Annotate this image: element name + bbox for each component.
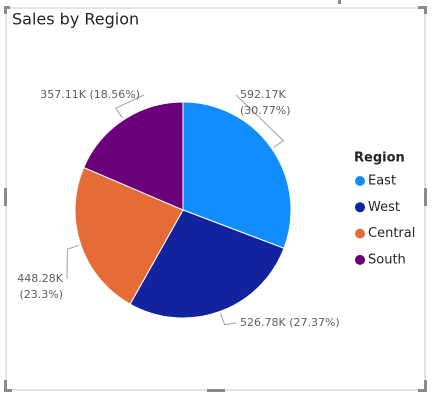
data-label-line: (23.3%) <box>19 288 63 301</box>
legend-label: Central <box>368 226 415 241</box>
data-label-line: 448.28K <box>17 272 63 285</box>
data-label-line: (30.77%) <box>240 104 291 117</box>
handle <box>424 188 427 206</box>
handle <box>4 6 7 14</box>
handle <box>418 6 427 9</box>
handle <box>207 389 225 392</box>
handle <box>4 389 12 392</box>
data-label: 357.11K (18.56%) <box>40 88 140 101</box>
handle <box>4 188 7 206</box>
data-label: 526.78K (27.37%) <box>240 316 340 329</box>
leader-line <box>115 94 145 119</box>
chart-title: Sales by Region <box>12 10 139 29</box>
pie-slice <box>129 209 285 319</box>
legend-marker <box>355 176 365 186</box>
legend-title: Region <box>354 151 405 166</box>
legend-label: East <box>368 174 396 189</box>
handle <box>338 0 341 4</box>
pie-slice <box>182 101 292 249</box>
handle <box>424 6 427 14</box>
pie-slice <box>74 166 184 305</box>
legend-label: West <box>368 200 400 215</box>
handle <box>424 380 427 392</box>
legend-label: South <box>368 252 406 267</box>
resize-handles <box>4 0 427 392</box>
leader-line <box>220 313 237 326</box>
data-label-line: 592.17K <box>240 88 286 101</box>
leader-line <box>235 94 285 148</box>
legend-marker <box>355 202 365 213</box>
handle <box>4 380 7 392</box>
legend-marker <box>355 254 365 265</box>
data-label: 448.28K (23.3%) <box>17 272 63 301</box>
leader-line <box>66 244 79 280</box>
legend-marker <box>355 228 365 239</box>
handle <box>418 389 427 392</box>
data-label: 592.17K (30.77%) <box>240 88 291 117</box>
pie-slice <box>83 101 184 211</box>
